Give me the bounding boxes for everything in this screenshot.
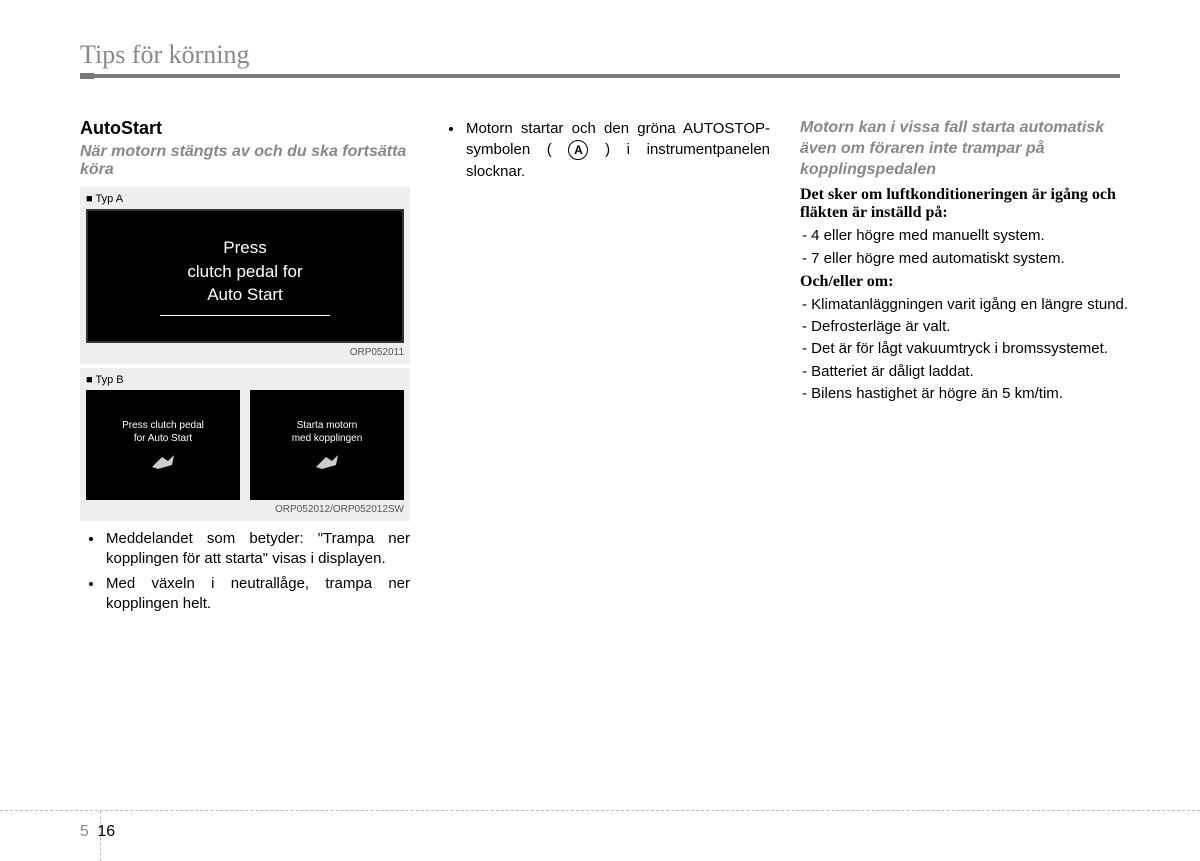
display-b-right: Starta motorn med kopplingen [250,390,404,500]
display-b-left: Press clutch pedal for Auto Start [86,390,240,500]
pedal-icon [312,451,342,471]
col3-list1-0: 4 eller högre med manuellt system. [800,226,1130,246]
col3-list2-0: Klimatanläggningen varit igång en längre… [800,295,1130,315]
display-a-line1: Press [223,236,266,260]
fig-b-code: ORP052012/ORP052012SW [86,504,404,515]
section-subtitle: När motorn stängts av och du ska fortsät… [80,143,410,179]
header-rule [80,74,1120,78]
col3-italic-header: Motorn kan i vissa fall starta automatis… [800,118,1130,180]
col3-list2-2: Det är för lågt vakuumtryck i bromssyste… [800,339,1130,359]
page-number: 5 16 [80,823,115,841]
col3-list2-4: Bilens hastighet är högre än 5 km/tim. [800,384,1130,404]
col1-bullets: Meddelandet som betyder: "Trampa ner kop… [80,529,410,614]
display-b-left-line2: for Auto Start [134,432,192,445]
display-a-screen: Press clutch pedal for Auto Start [86,209,404,343]
pedal-icon [148,451,178,471]
column-3: Motorn kan i vissa fall starta automatis… [800,118,1130,618]
col1-bullet-1: Med växeln i neutrallåge, trampa ner kop… [104,574,410,615]
section-title: AutoStart [80,118,410,139]
autostop-symbol-icon: A [568,140,588,160]
display-a-line2: clutch pedal for [187,260,302,284]
col1-bullet-0: Meddelandet som betyder: "Trampa ner kop… [104,529,410,570]
col3-serif2: Och/eller om: [800,273,1130,291]
column-1: AutoStart När motorn stängts av och du s… [80,118,410,618]
page-number-value: 16 [97,823,115,840]
figure-type-b: Typ B Press clutch pedal for Auto Start … [80,368,410,521]
chapter-number: 5 [80,823,89,840]
display-b-right-line1: Starta motorn [297,419,358,432]
display-a-underline [160,315,330,316]
fig-a-code: ORP052011 [86,347,404,358]
col3-serif1: Det sker om luftkonditioneringen är igån… [800,186,1130,222]
column-2: Motorn startar och den gröna AUTOSTOP-sy… [440,118,770,618]
display-a-line3: Auto Start [207,283,283,307]
col3-list2-1: Defrosterläge är valt. [800,317,1130,337]
fig-b-label: Typ B [86,374,404,386]
fig-a-label: Typ A [86,193,404,205]
col3-list2-3: Batteriet är dåligt laddat. [800,362,1130,382]
display-b-right-line2: med kopplingen [292,432,363,445]
page-header-title: Tips för körning [80,40,1120,74]
footer-dashed-line [0,810,1200,811]
col3-list1: 4 eller högre med manuellt system. 7 ell… [800,226,1130,269]
display-b-left-line1: Press clutch pedal [122,419,204,432]
content-columns: AutoStart När motorn stängts av och du s… [80,118,1120,618]
col3-list1-1: 7 eller högre med automatiskt system. [800,249,1130,269]
col2-bullet: Motorn startar och den gröna AUTOSTOP-sy… [464,118,770,182]
col3-list2: Klimatanläggningen varit igång en längre… [800,295,1130,404]
figure-type-a: Typ A Press clutch pedal for Auto Start … [80,187,410,364]
